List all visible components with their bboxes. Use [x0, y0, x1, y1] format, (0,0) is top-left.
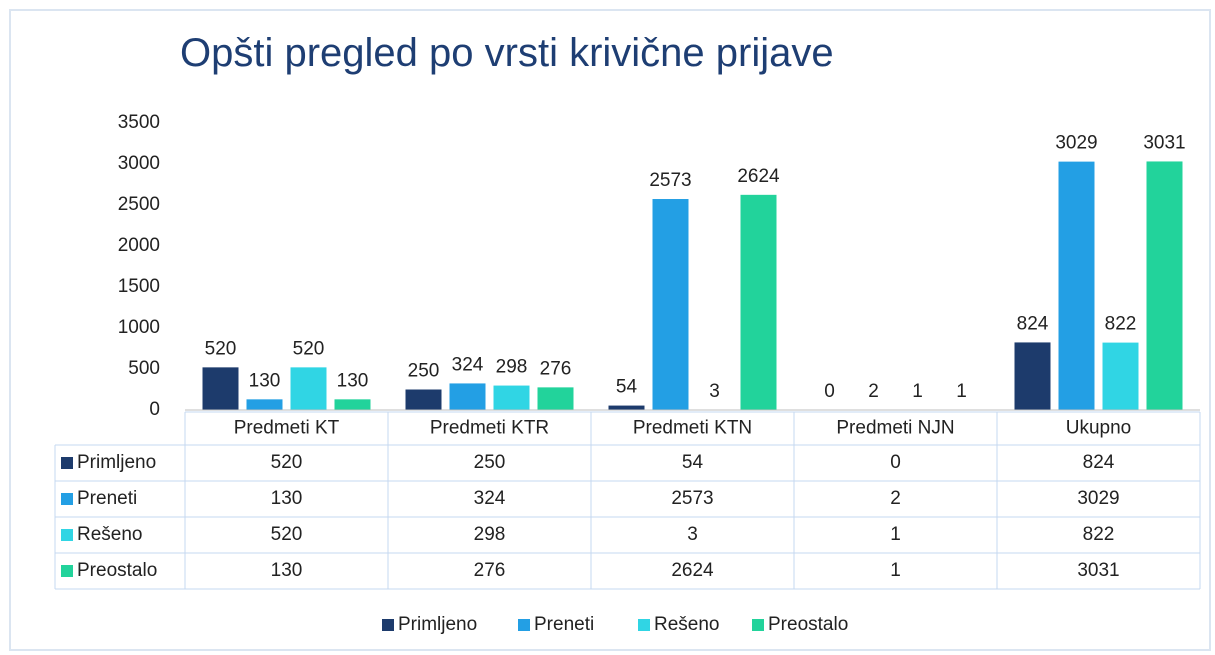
x-tick-label: Predmeti NJN: [836, 418, 954, 439]
table-cell: 0: [890, 452, 901, 473]
legend-label: Preostalo: [768, 614, 848, 635]
y-tick-label: 500: [128, 358, 160, 379]
y-tick-label: 3500: [118, 112, 160, 133]
data-label: 520: [205, 338, 237, 359]
table-cell: 2573: [671, 488, 713, 509]
y-tick-label: 3000: [118, 153, 160, 174]
data-label: 3029: [1055, 133, 1097, 154]
data-label: 130: [249, 370, 281, 391]
data-label: 2: [868, 381, 879, 402]
table-cell: 276: [474, 560, 506, 581]
table-legend-key: [61, 565, 73, 577]
chart-border: [9, 9, 1211, 651]
legend-key: [638, 619, 650, 631]
table-cell: 250: [474, 452, 506, 473]
y-tick-label: 2500: [118, 194, 160, 215]
data-label: 324: [452, 354, 484, 375]
data-label: 54: [616, 377, 638, 398]
data-label: 824: [1017, 313, 1049, 334]
bar: [608, 405, 645, 410]
data-label: 250: [408, 361, 440, 382]
y-tick-label: 2000: [118, 235, 160, 256]
bar: [1146, 161, 1183, 410]
table-cell: 1: [890, 524, 901, 545]
data-label: 1: [912, 381, 923, 402]
x-tick-label: Predmeti KTN: [633, 418, 752, 439]
data-label: 130: [337, 370, 369, 391]
bar: [652, 199, 689, 410]
y-tick-label: 1500: [118, 276, 160, 297]
bar: [202, 367, 239, 410]
table-row-label: Rešeno: [77, 524, 143, 545]
table-cell: 520: [271, 524, 303, 545]
table-cell: 2: [890, 488, 901, 509]
table-legend-key: [61, 457, 73, 469]
y-tick-label: 1000: [118, 317, 160, 338]
data-label: 3: [709, 381, 720, 402]
data-label: 3031: [1143, 132, 1185, 153]
table-cell: 298: [474, 524, 506, 545]
table-cell: 824: [1083, 452, 1115, 473]
legend-label: Preneti: [534, 614, 594, 635]
data-label: 520: [293, 338, 325, 359]
x-tick-label: Predmeti KTR: [430, 418, 549, 439]
table-cell: 2624: [671, 560, 714, 581]
y-tick-label: 0: [149, 399, 160, 420]
legend-key: [752, 619, 764, 631]
data-label: 276: [540, 358, 572, 379]
table-cell: 130: [271, 560, 303, 581]
legend-key: [518, 619, 530, 631]
table-cell: 3031: [1077, 560, 1119, 581]
table-cell: 3029: [1077, 488, 1119, 509]
legend-key: [382, 619, 394, 631]
chart-title: Opšti pregled po vrsti krivične prijave: [180, 31, 834, 75]
bar: [493, 385, 530, 410]
bar: [405, 389, 442, 410]
bar: [740, 194, 777, 410]
data-label: 298: [496, 357, 528, 378]
table-cell: 54: [682, 452, 704, 473]
data-label: 2624: [737, 166, 780, 187]
bar: [537, 387, 574, 410]
table-row-label: Preneti: [77, 488, 137, 509]
table-row-label: Primljeno: [77, 452, 156, 473]
x-tick-label: Predmeti KT: [234, 418, 340, 439]
bar: [334, 399, 371, 410]
legend-label: Primljeno: [398, 614, 477, 635]
data-label: 822: [1105, 314, 1137, 335]
table-cell: 520: [271, 452, 303, 473]
data-label: 2573: [649, 170, 691, 191]
data-label: 0: [824, 381, 835, 402]
table-legend-key: [61, 529, 73, 541]
bar: [449, 383, 486, 410]
legend-label: Rešeno: [654, 614, 720, 635]
table-cell: 3: [687, 524, 698, 545]
table-legend-key: [61, 493, 73, 505]
table-cell: 1: [890, 560, 901, 581]
x-tick-label: Ukupno: [1066, 418, 1132, 439]
bar: [290, 367, 327, 410]
bar: [1014, 342, 1051, 410]
table-cell: 130: [271, 488, 303, 509]
bar: [246, 399, 283, 410]
table-cell: 324: [474, 488, 506, 509]
bar: [1102, 342, 1139, 410]
table-row-label: Preostalo: [77, 560, 157, 581]
table-cell: 822: [1083, 524, 1115, 545]
bar: [1058, 161, 1095, 410]
data-label: 1: [956, 381, 967, 402]
